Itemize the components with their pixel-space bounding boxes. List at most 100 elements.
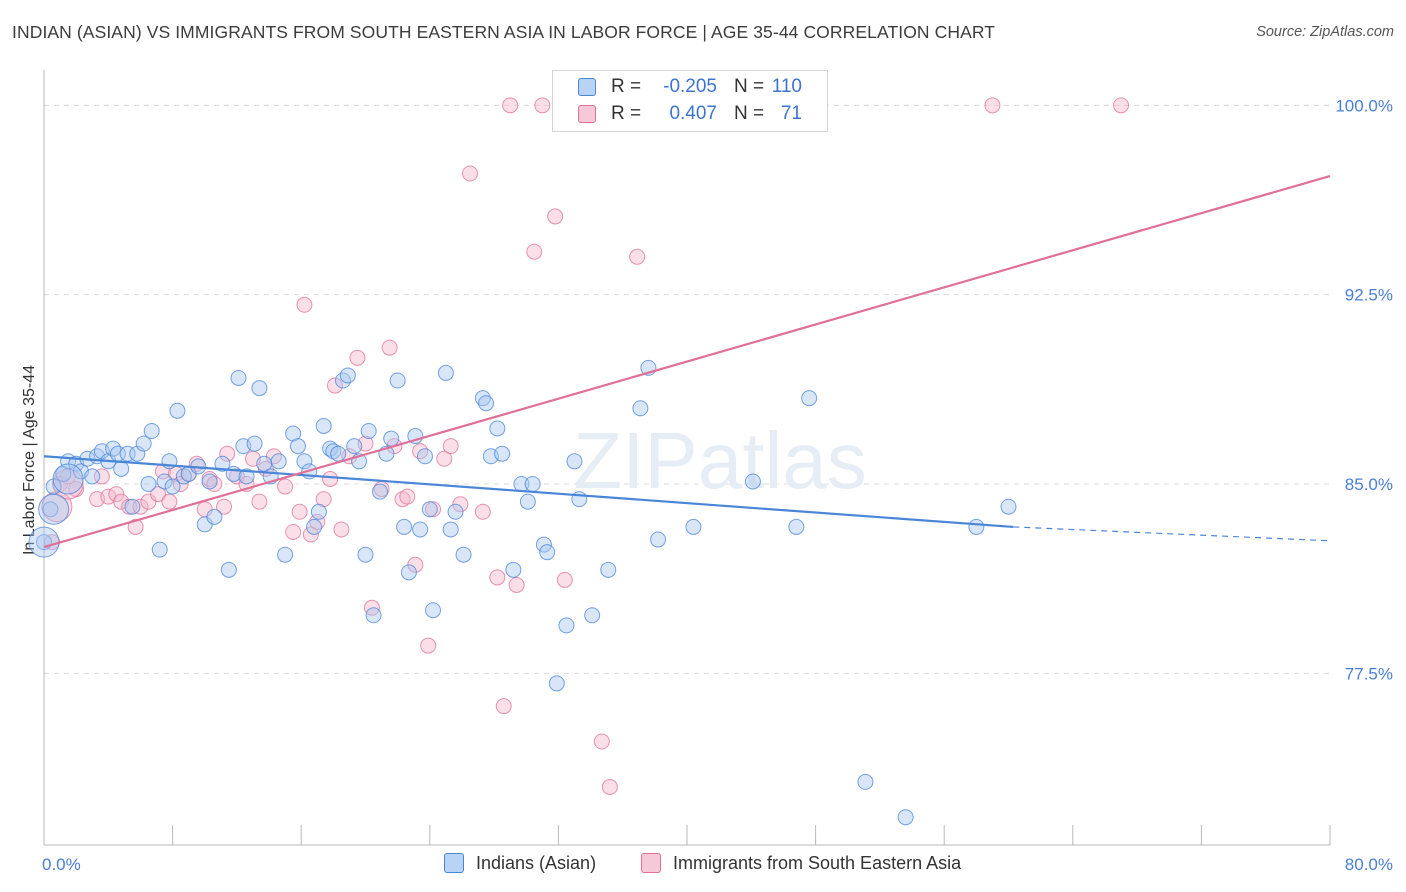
data-point <box>135 435 152 452</box>
data-point <box>346 438 363 455</box>
data-point <box>315 417 332 434</box>
data-point <box>42 501 59 518</box>
data-point <box>857 773 874 790</box>
legend-r-label: R = <box>611 76 642 97</box>
data-point <box>452 496 469 513</box>
data-point <box>365 607 382 624</box>
data-point <box>801 390 818 407</box>
data-point <box>220 561 237 578</box>
data-point <box>238 468 255 485</box>
trend-line <box>43 455 1014 529</box>
data-point <box>339 367 356 384</box>
data-point <box>396 518 413 535</box>
data-point <box>685 518 702 535</box>
data-point <box>474 503 491 520</box>
data-point <box>206 476 223 493</box>
data-point <box>455 546 472 563</box>
data-point-large <box>52 463 84 495</box>
series-legend: Indians (Asian) Immigrants from South Ea… <box>0 852 1406 878</box>
data-point <box>127 518 144 535</box>
data-point <box>508 576 525 593</box>
data-point <box>968 518 985 535</box>
legend-row-indians: R = -0.205 N = 110 <box>553 75 827 101</box>
data-point <box>230 369 247 386</box>
data-point <box>394 491 411 508</box>
data-point <box>539 544 556 561</box>
data-point <box>164 478 181 495</box>
legend-n-value: 71 <box>780 103 802 124</box>
data-point <box>150 486 167 503</box>
data-point <box>412 521 429 538</box>
data-point <box>502 97 519 114</box>
data-point <box>219 445 236 462</box>
data-point <box>1000 498 1017 515</box>
data-point <box>216 498 233 515</box>
data-point <box>357 546 374 563</box>
source-label: Source: ZipAtlas.com <box>1256 24 1394 40</box>
data-point <box>246 435 263 452</box>
legend-label-immigrants: Immigrants from South Eastern Asia <box>673 853 962 873</box>
trend-line <box>43 174 1331 549</box>
x-tick-label-min: 0.0% <box>42 855 81 874</box>
data-point <box>383 430 400 447</box>
data-point <box>270 453 287 470</box>
data-point <box>1113 97 1130 114</box>
data-point <box>349 349 366 366</box>
data-point <box>330 445 347 462</box>
data-point <box>437 364 454 381</box>
data-point <box>251 380 268 397</box>
data-point <box>534 97 551 114</box>
data-point <box>897 809 914 826</box>
data-point <box>566 453 583 470</box>
data-point <box>119 445 136 462</box>
trend-lines <box>43 174 1331 549</box>
data-point <box>442 438 459 455</box>
y-tick-label: 100.0% <box>1335 96 1393 115</box>
data-point <box>214 455 231 472</box>
data-point <box>420 637 437 654</box>
data-point <box>524 476 541 493</box>
axes <box>43 70 1331 846</box>
data-point <box>151 541 168 558</box>
data-point <box>277 478 294 495</box>
data-point <box>277 546 294 563</box>
data-point <box>416 448 433 465</box>
data-point <box>412 443 429 460</box>
data-point <box>108 486 125 503</box>
watermark: ZIPatlas <box>573 416 866 505</box>
watermark-text: ZIPatlas <box>573 416 866 505</box>
data-point <box>371 483 388 500</box>
y-tick-label: 85.0% <box>1345 475 1393 494</box>
data-point <box>169 402 186 419</box>
data-point <box>489 569 506 586</box>
x-tick-labels: 0.0% 80.0% <box>42 855 1393 874</box>
legend-swatch-pink <box>641 853 661 873</box>
data-point <box>334 372 351 389</box>
data-point <box>425 602 442 619</box>
legend-row-immigrants: R = 0.407 N = 71 <box>553 102 827 128</box>
y-tick-labels: 77.5% 85.0% 92.5% 100.0% <box>1335 96 1393 683</box>
data-point <box>984 97 1001 114</box>
legend-label-indians: Indians (Asian) <box>476 853 597 873</box>
data-point <box>478 395 495 412</box>
data-point <box>156 473 173 490</box>
legend-n-label: N = <box>734 76 765 97</box>
data-point <box>556 571 573 588</box>
data-point <box>161 493 178 510</box>
data-point <box>593 733 610 750</box>
data-point <box>489 420 506 437</box>
data-point <box>600 561 617 578</box>
legend-n-label: N = <box>734 103 765 124</box>
gridlines <box>44 104 1330 674</box>
data-point <box>360 422 377 439</box>
data-point <box>132 498 149 515</box>
data-point <box>494 445 511 462</box>
data-point <box>206 508 223 525</box>
legend-n-value: 110 <box>771 76 802 97</box>
data-point <box>140 476 157 493</box>
data-point <box>143 422 160 439</box>
data-point <box>442 521 459 538</box>
data-point <box>381 339 398 356</box>
data-point <box>558 617 575 634</box>
